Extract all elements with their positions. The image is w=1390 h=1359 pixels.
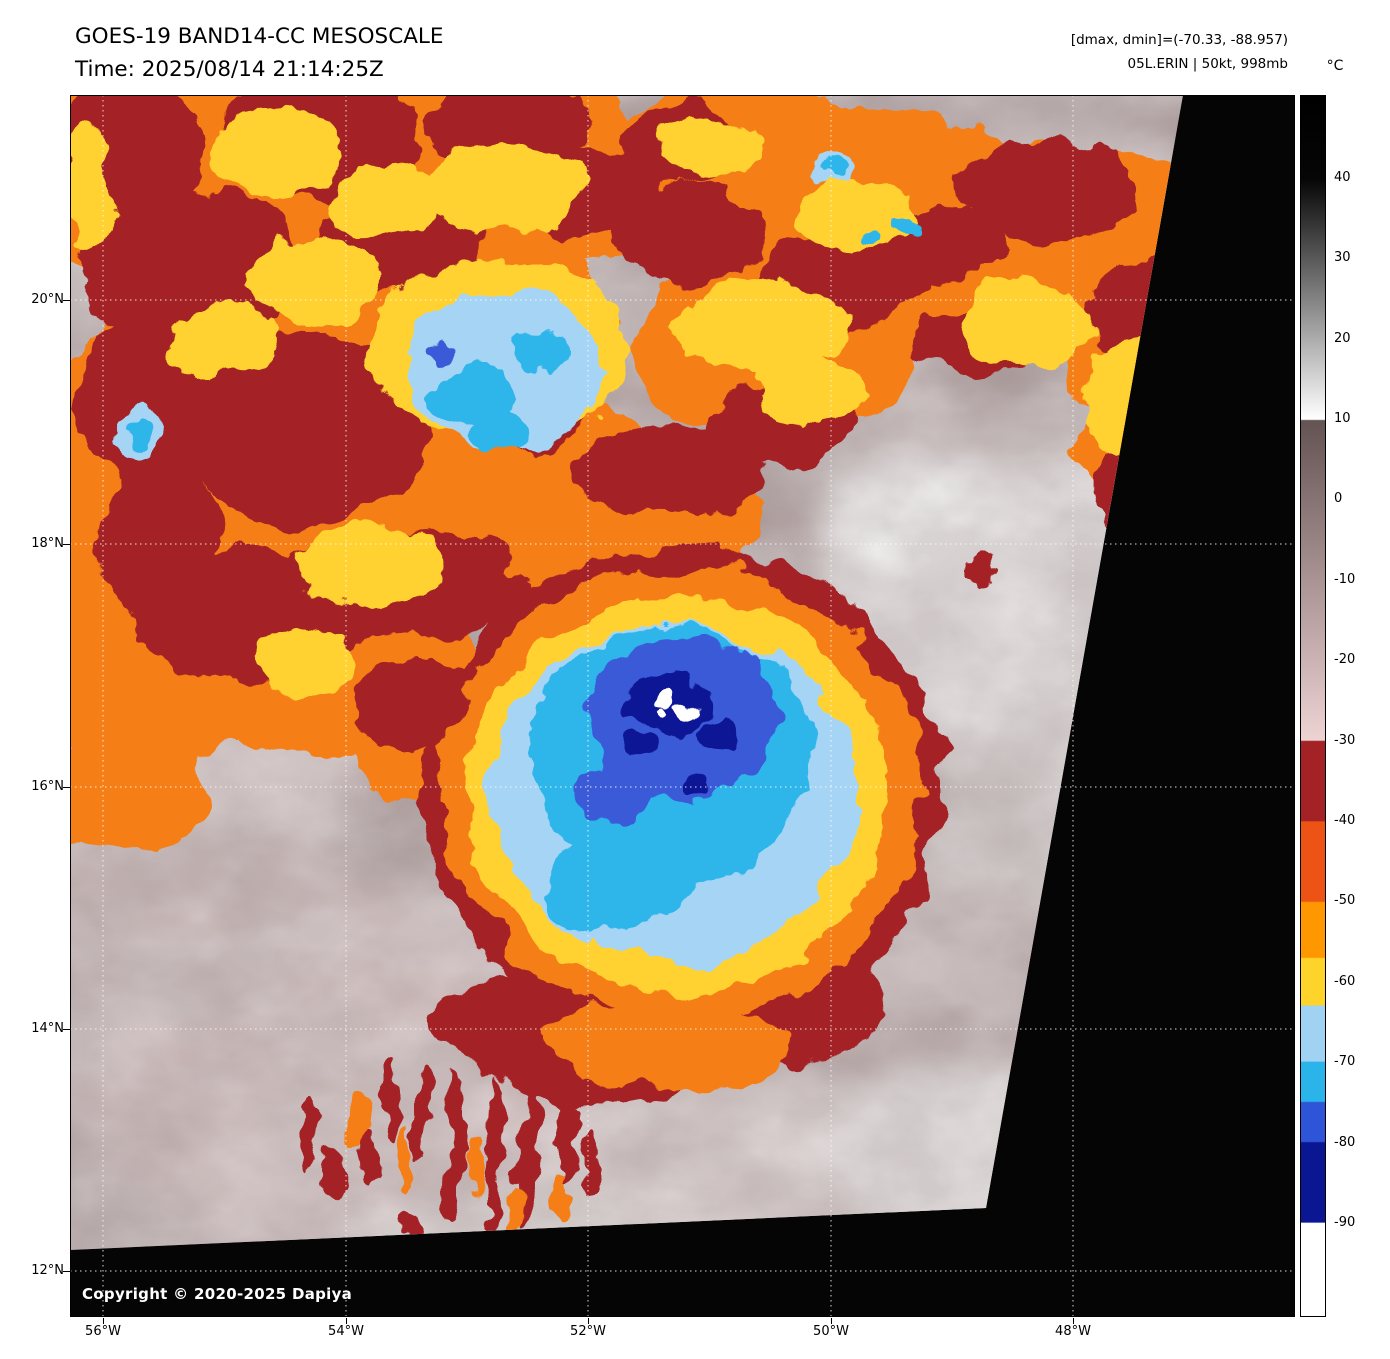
lon-tick	[1073, 1318, 1074, 1324]
cdo-coldest-white-spots	[653, 692, 697, 720]
satellite-data-region	[70, 95, 1183, 1250]
lat-label: 14°N	[31, 1021, 64, 1036]
lat-label: 20°N	[31, 292, 64, 307]
lat-tick	[63, 1271, 70, 1272]
colorbar	[1300, 95, 1326, 1317]
lon-tick	[103, 1318, 104, 1324]
north-cold-patch	[116, 158, 920, 466]
colorbar-tick-label: -70	[1334, 1054, 1356, 1069]
colorbar-tick-label: 40	[1334, 170, 1351, 185]
time-subtitle: Time: 2025/08/14 21:14:25Z	[75, 57, 384, 82]
storm-info-annotation: 05L.ERIN | 50kt, 998mb	[1127, 56, 1288, 72]
page-title: GOES-19 BAND14-CC MESOSCALE	[75, 24, 444, 49]
lon-label: 54°W	[328, 1324, 364, 1339]
lon-tick	[588, 1318, 589, 1324]
lon-tick	[346, 1318, 347, 1324]
lat-label: 18°N	[31, 536, 64, 551]
dmax-dmin-annotation: [dmax, dmin]=(-70.33, -88.957)	[1070, 32, 1288, 48]
lon-label: 50°W	[813, 1324, 849, 1339]
lon-tick	[831, 1318, 832, 1324]
colorbar-tick-label: -60	[1334, 974, 1356, 989]
colorbar-tick-label: -40	[1334, 813, 1356, 828]
plot-border	[70, 95, 1295, 1317]
colorbar-unit-label: °C	[1326, 58, 1344, 74]
lon-label: 56°W	[85, 1324, 121, 1339]
colorbar-tick-label: -30	[1334, 733, 1356, 748]
colorbar-tick-label: -10	[1334, 572, 1356, 587]
graticule-gridlines	[70, 95, 1295, 1317]
colorbar-gradient	[1301, 96, 1325, 1316]
map-plot	[70, 95, 1295, 1317]
gravity-wave-streaks	[301, 1060, 598, 1250]
colorbar-tick-label: 20	[1334, 331, 1351, 346]
lon-label: 48°W	[1055, 1324, 1091, 1339]
header: GOES-19 BAND14-CC MESOSCALE Time: 2025/0…	[75, 20, 443, 86]
lon-label: 52°W	[570, 1324, 606, 1339]
header-annotations: [dmax, dmin]=(-70.33, -88.957) 05L.ERIN …	[1071, 28, 1288, 76]
colorbar-tick-label: 10	[1334, 411, 1351, 426]
colorbar-tick-label: -90	[1334, 1215, 1356, 1230]
colorbar-tick-label: 30	[1334, 250, 1351, 265]
colorbar-tick-label: -20	[1334, 652, 1356, 667]
lat-tick	[63, 544, 70, 545]
lat-label: 16°N	[31, 779, 64, 794]
lat-tick	[63, 300, 70, 301]
satellite-imagery	[70, 95, 1295, 1317]
colorbar-tick-label: -50	[1334, 893, 1356, 908]
lat-tick	[63, 787, 70, 788]
colorbar-tick-label: 0	[1334, 491, 1343, 506]
lat-label: 12°N	[31, 1263, 64, 1278]
copyright-text: Copyright © 2020-2025 Dapiya	[82, 1285, 353, 1303]
lat-tick	[63, 1029, 70, 1030]
colorbar-tick-label: -80	[1334, 1135, 1356, 1150]
